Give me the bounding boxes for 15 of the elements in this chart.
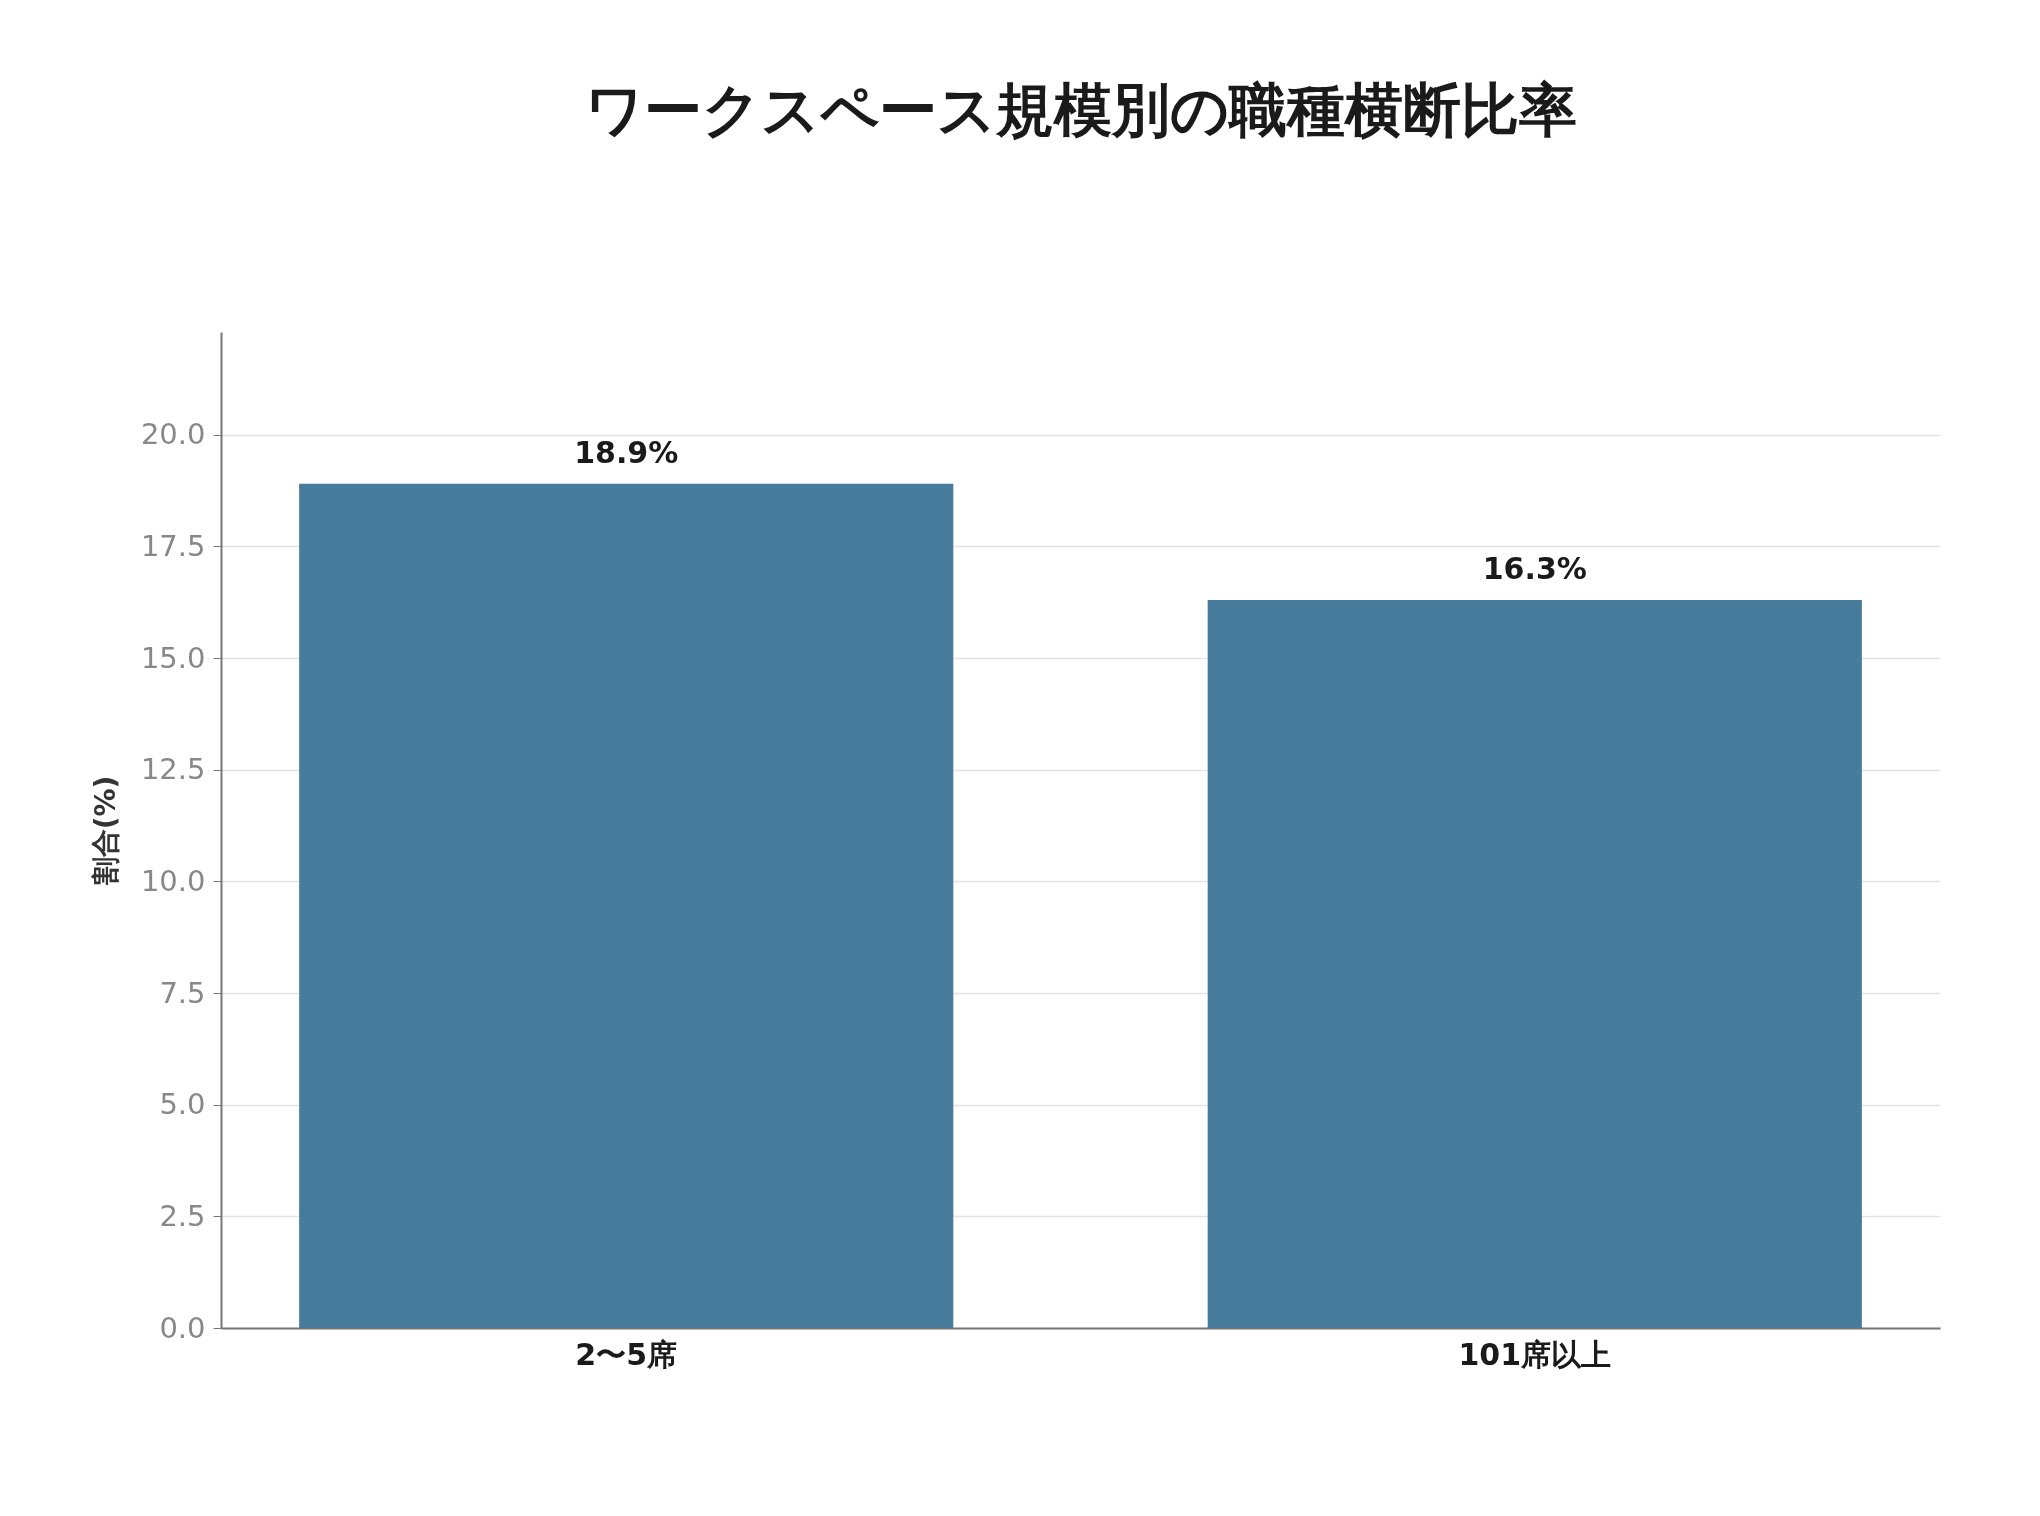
data-label: 18.9% xyxy=(574,434,679,470)
y-tick-label: 0.0 xyxy=(159,1310,206,1345)
y-tick-label: 20.0 xyxy=(140,417,206,452)
y-tick-label: 7.5 xyxy=(159,975,206,1010)
x-tick-label: 2〜5席 xyxy=(575,1336,678,1372)
y-tick-label: 5.0 xyxy=(159,1087,206,1122)
y-axis-title: 割合(%) xyxy=(88,775,122,887)
y-tick-label: 12.5 xyxy=(140,752,206,787)
x-tick-label: 101席以上 xyxy=(1458,1336,1612,1372)
y-tick-label: 17.5 xyxy=(140,528,206,563)
y-tick-label: 15.0 xyxy=(140,640,206,675)
y-tick-label: 2.5 xyxy=(159,1198,206,1233)
chart-title: ワークスペース規模別の職種横断比率 xyxy=(584,76,1577,144)
y-tick-label: 10.0 xyxy=(140,863,206,898)
data-label: 16.3% xyxy=(1482,550,1587,586)
